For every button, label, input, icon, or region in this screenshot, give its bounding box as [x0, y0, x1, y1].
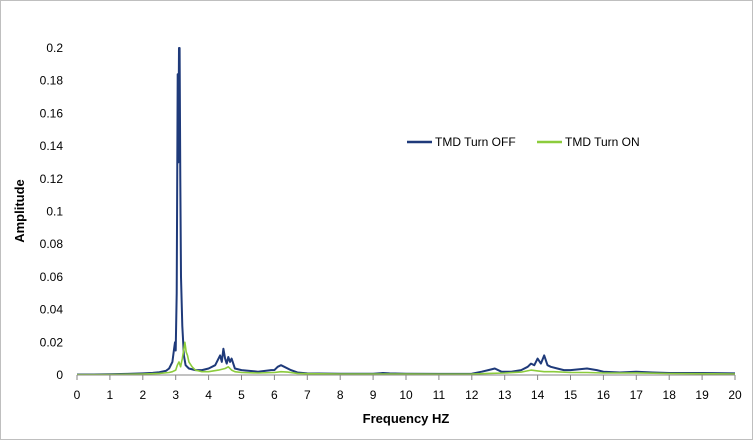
- y-tick-label: 0.02: [40, 335, 64, 349]
- x-tick-label: 20: [728, 388, 742, 402]
- x-tick-label: 2: [139, 388, 146, 402]
- y-tick-label: 0.2: [46, 41, 63, 55]
- x-axis-title: Frequency HZ: [363, 411, 450, 426]
- x-tick-label: 9: [370, 388, 377, 402]
- x-tick-label: 6: [271, 388, 278, 402]
- x-tick-label: 18: [663, 388, 677, 402]
- x-axis-ticks: 0 1 2 3 4 5 6 7 8 9 10 11 12 13 14 15 16 17 18 19 20: [74, 375, 742, 402]
- y-tick-label: 0.06: [40, 270, 64, 284]
- x-tick-label: 11: [433, 388, 446, 402]
- y-tick-label: 0.16: [40, 106, 64, 120]
- x-tick-label: 19: [695, 388, 709, 402]
- y-tick-label: 0: [56, 368, 63, 382]
- legend-label-tmd-on: TMD Turn ON: [565, 135, 640, 149]
- x-tick-label: 5: [238, 388, 245, 402]
- series-layer: [77, 47, 736, 376]
- x-tick-label: 3: [172, 388, 179, 402]
- x-tick-label: 12: [465, 388, 479, 402]
- x-tick-label: 4: [205, 388, 212, 402]
- y-axis-title: Amplitude: [12, 179, 27, 243]
- y-tick-label: 0.18: [40, 74, 64, 88]
- series-line-0: [77, 47, 736, 376]
- series-line-1: [77, 341, 736, 376]
- y-tick-label: 0.14: [40, 139, 64, 153]
- y-tick-label: 0.12: [40, 172, 64, 186]
- y-axis-ticks: 0 0.02 0.04 0.06 0.08 0.1 0.12 0.14 0.16 0.18 0.2: [40, 41, 64, 382]
- legend: TMD Turn OFF TMD Turn ON: [407, 135, 640, 149]
- x-tick-label: 1: [107, 388, 114, 402]
- y-tick-label: 0.1: [46, 205, 63, 219]
- x-tick-label: 10: [399, 388, 413, 402]
- x-tick-label: 14: [531, 388, 545, 402]
- y-tick-label: 0.04: [40, 303, 64, 317]
- x-tick-label: 13: [498, 388, 512, 402]
- x-tick-label: 7: [304, 388, 311, 402]
- x-tick-label: 17: [630, 388, 644, 402]
- legend-label-tmd-off: TMD Turn OFF: [435, 135, 516, 149]
- x-tick-label: 15: [564, 388, 578, 402]
- x-tick-label: 8: [337, 388, 344, 402]
- x-tick-label: 16: [597, 388, 611, 402]
- x-tick-label: 0: [74, 388, 81, 402]
- y-tick-label: 0.08: [40, 237, 64, 251]
